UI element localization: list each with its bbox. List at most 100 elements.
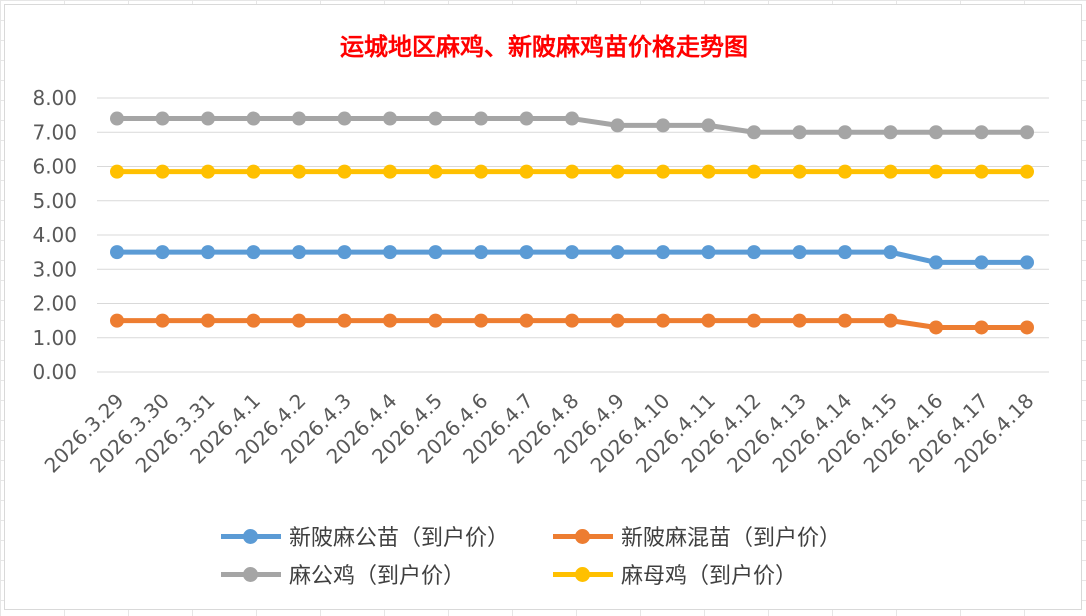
data-point-series-0: [201, 245, 215, 260]
y-tick-label: 4.00: [32, 223, 77, 247]
data-point-series-0: [565, 245, 579, 260]
data-point-series-0: [974, 255, 989, 270]
legend-label-2: 麻公鸡（到户价）: [289, 564, 466, 589]
data-point-series-1: [155, 313, 170, 328]
data-point-series-2: [929, 125, 943, 140]
legend-item-series-1: 新陂麻混苗（到户价）: [553, 521, 841, 551]
data-point-series-1: [974, 320, 989, 335]
legend: 新陂麻公苗（到户价） 新陂麻混苗（到户价） 麻公鸡（到户价） 麻母鸡（到户价）: [5, 515, 1083, 605]
data-point-series-0: [792, 245, 807, 260]
data-point-series-1: [383, 313, 397, 328]
legend-label-3: 麻母鸡（到户价）: [621, 564, 798, 589]
data-point-series-1: [565, 313, 579, 328]
data-point-series-3: [110, 164, 124, 179]
data-point-series-0: [155, 245, 170, 260]
y-tick-label: 1.00: [32, 326, 77, 350]
data-point-series-3: [701, 164, 716, 179]
data-point-series-2: [883, 125, 898, 140]
data-point-series-0: [292, 245, 306, 260]
data-point-series-1: [929, 320, 943, 335]
y-tick-label: 7.00: [32, 120, 77, 144]
legend-swatch-1: [553, 521, 613, 551]
data-point-series-2: [747, 125, 761, 140]
data-point-series-3: [883, 164, 898, 179]
data-point-series-0: [428, 245, 443, 260]
data-point-series-0: [519, 245, 534, 260]
data-point-series-1: [610, 313, 625, 328]
data-point-series-0: [701, 245, 716, 260]
data-point-series-1: [792, 313, 807, 328]
data-point-series-0: [838, 245, 852, 260]
data-point-series-2: [292, 111, 306, 126]
y-tick-label: 2.00: [32, 292, 77, 316]
y-tick-label: 8.00: [32, 86, 77, 110]
plot-area: 0.001.002.003.004.005.006.007.008.002026…: [32, 86, 1049, 478]
data-point-series-3: [610, 164, 625, 179]
data-point-series-1: [838, 313, 852, 328]
legend-swatch-2: [221, 559, 281, 589]
data-point-series-2: [974, 125, 989, 140]
y-tick-label: 3.00: [32, 257, 77, 281]
data-point-series-0: [337, 245, 352, 260]
data-point-series-2: [610, 118, 625, 133]
data-point-series-3: [383, 164, 397, 179]
data-point-series-2: [656, 118, 670, 133]
data-point-series-3: [428, 164, 443, 179]
y-tick-label: 0.00: [32, 360, 77, 384]
data-point-series-0: [656, 245, 670, 260]
data-point-series-3: [292, 164, 306, 179]
legend-item-series-0: 新陂麻公苗（到户价）: [221, 521, 509, 551]
data-point-series-0: [246, 245, 261, 260]
data-point-series-3: [838, 164, 852, 179]
legend-swatch-0: [221, 521, 281, 551]
data-point-series-1: [428, 313, 443, 328]
data-point-series-3: [246, 164, 261, 179]
data-point-series-1: [656, 313, 670, 328]
data-point-series-2: [201, 111, 215, 126]
data-point-series-0: [883, 245, 898, 260]
data-point-series-0: [474, 245, 488, 260]
data-point-series-2: [565, 111, 579, 126]
data-point-series-1: [883, 313, 898, 328]
data-point-series-3: [155, 164, 170, 179]
data-point-series-2: [519, 111, 534, 126]
data-point-series-0: [610, 245, 625, 260]
legend-item-series-3: 麻母鸡（到户价）: [553, 559, 797, 589]
y-tick-label: 6.00: [32, 155, 77, 179]
data-point-series-2: [792, 125, 807, 140]
data-point-series-3: [565, 164, 579, 179]
data-point-series-2: [701, 118, 716, 133]
chart-area[interactable]: 运城地区麻鸡、新陂麻鸡苗价格走势图 0.00 1.00 2.00 3.00 4.00 5.…: [4, 4, 1082, 610]
legend-label-1: 新陂麻混苗（到户价）: [621, 526, 842, 551]
data-point-series-3: [929, 164, 943, 179]
data-point-series-2: [110, 111, 124, 126]
data-point-series-0: [1020, 255, 1034, 270]
data-point-series-0: [929, 255, 943, 270]
data-point-series-2: [428, 111, 443, 126]
legend-swatch-3: [553, 559, 613, 589]
legend-item-series-2: 麻公鸡（到户价）: [221, 559, 465, 589]
data-point-series-1: [292, 313, 306, 328]
data-point-series-1: [246, 313, 261, 328]
data-point-series-2: [474, 111, 488, 126]
data-point-series-1: [474, 313, 488, 328]
data-point-series-3: [201, 164, 215, 179]
data-point-series-2: [838, 125, 852, 140]
data-point-series-2: [337, 111, 352, 126]
y-tick-label: 5.00: [32, 189, 77, 213]
data-point-series-1: [701, 313, 716, 328]
data-point-series-1: [1020, 320, 1034, 335]
data-point-series-3: [747, 164, 761, 179]
data-point-series-1: [747, 313, 761, 328]
data-point-series-3: [1020, 164, 1034, 179]
data-point-series-3: [474, 164, 488, 179]
data-point-series-2: [1020, 125, 1034, 140]
chart-title: 运城地区麻鸡、新陂麻鸡苗价格走势图: [340, 32, 748, 61]
data-point-series-3: [519, 164, 534, 179]
data-point-series-1: [110, 313, 124, 328]
data-point-series-1: [519, 313, 534, 328]
legend-label-0: 新陂麻公苗（到户价）: [289, 526, 510, 551]
data-point-series-3: [337, 164, 352, 179]
data-point-series-0: [383, 245, 397, 260]
data-point-series-3: [974, 164, 989, 179]
